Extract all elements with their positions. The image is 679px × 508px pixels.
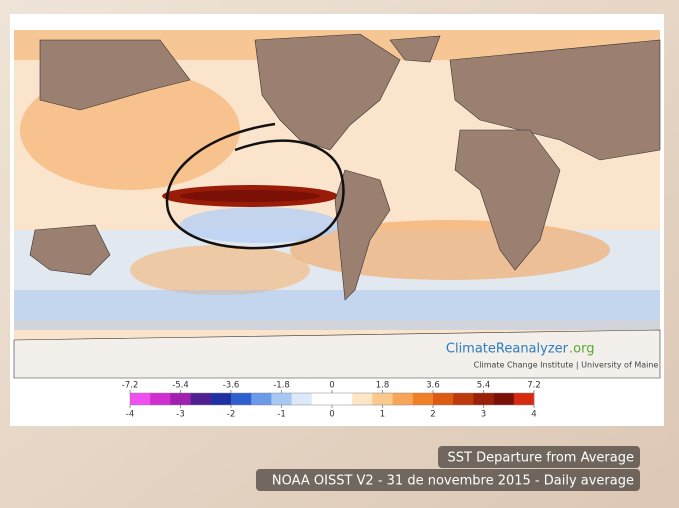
anomaly-patch (14, 290, 660, 330)
anomaly-patch (180, 207, 340, 243)
tick-label-f: 3.6 (426, 381, 440, 391)
caption-line: NOAA OISST V2 - 31 de novembre 2015 - Da… (272, 474, 634, 489)
colorbar-segment (433, 393, 454, 405)
tick-label-f: -7.2 (122, 381, 139, 391)
colorbar-segment (453, 393, 474, 405)
north-america (254, 33, 401, 151)
tick-label-f: 5.4 (477, 381, 491, 391)
tick-label-f: 1.8 (376, 381, 390, 391)
greenland (389, 35, 441, 63)
anomaly-patch (130, 245, 310, 295)
colorbar-segment (412, 393, 434, 405)
tick-label-c: 1 (380, 410, 385, 420)
asia-east (39, 39, 191, 111)
colorbar-segment (170, 393, 191, 405)
tick-label-c: -4 (126, 410, 134, 420)
australia (29, 224, 111, 276)
logo-name: ClimateReanalyzer (446, 342, 569, 357)
tick-label-f: -5.4 (172, 381, 189, 391)
eurasia (449, 39, 661, 161)
el-nino-core (180, 190, 320, 202)
tick-label-c: -3 (176, 410, 184, 420)
logo-suffix: .org (569, 342, 594, 357)
colorbar-segment (392, 393, 414, 405)
caption-box (438, 446, 640, 468)
tick-label-c: -1 (277, 410, 285, 420)
colorbar-segment (130, 393, 151, 405)
colorbar-segment (332, 393, 353, 405)
caption-box (256, 469, 640, 491)
tick-label-c: -2 (227, 410, 235, 420)
caption-line: SST Departure from Average (448, 451, 634, 466)
annotation-circle (165, 122, 345, 250)
map (13, 30, 661, 379)
tick-label-c: 2 (430, 410, 435, 420)
tick-label-c: 0 (329, 410, 334, 420)
tick-label-f: 0 (329, 381, 334, 391)
colorbar-segment (311, 393, 333, 405)
colorbar-segment (473, 393, 494, 405)
tick-label-f: 7.2 (527, 381, 541, 391)
logo-subtitle: Climate Change Institute | University of… (474, 361, 659, 370)
tick-label-c: 3 (481, 410, 486, 420)
africa (454, 129, 561, 271)
colorbar-segment (513, 393, 535, 405)
tick-label-f: -1.8 (273, 381, 290, 391)
colorbar-segment (210, 393, 232, 405)
colorbar: -7.2 -5.4 -3.6 -1.8 0 1.8 3.6 5.4 7.2 -4 -3 -2 -1 0 1 2… (122, 381, 541, 420)
colorbar-segment (251, 393, 272, 405)
tick-label-f: -3.6 (223, 381, 240, 391)
colorbar-segment (291, 393, 313, 405)
colorbar-segment (352, 393, 373, 405)
colorbar-segment (150, 393, 171, 405)
colorbar-segment (372, 393, 393, 405)
colorbar-segment (493, 393, 515, 405)
colorbar-segment (271, 393, 292, 405)
colorbar-segment (231, 393, 252, 405)
colorbar-segment (190, 393, 212, 405)
tick-label-c: 4 (531, 410, 536, 420)
antarctica (13, 329, 661, 379)
